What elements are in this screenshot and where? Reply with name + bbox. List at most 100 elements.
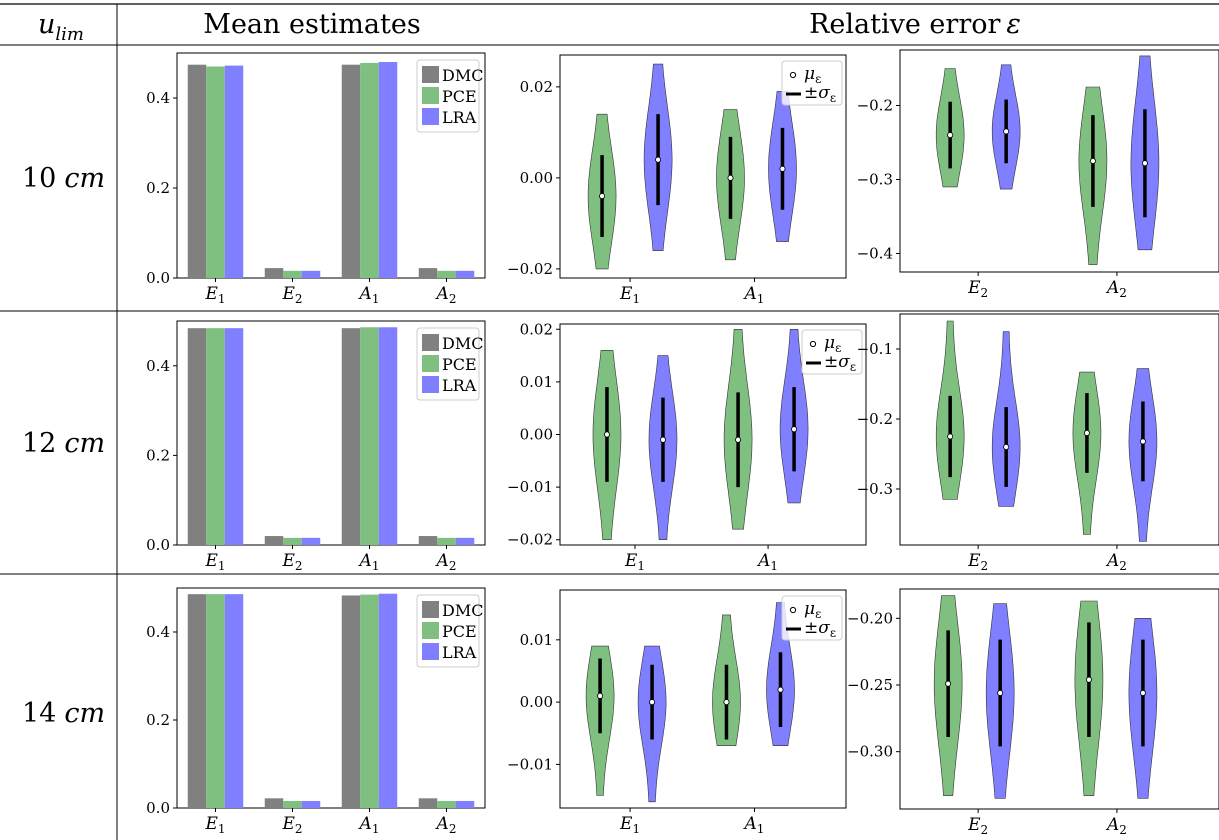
x-tick-label-E2: E2 xyxy=(967,815,988,837)
x-tick-label-E1: E1 xyxy=(624,551,645,573)
bar-PCE-E2 xyxy=(283,270,302,278)
bar-LRA-A2 xyxy=(455,537,475,545)
y-tick-label: 0.4 xyxy=(146,357,170,375)
legend-label-DMC: DMC xyxy=(442,66,483,85)
plot-frame xyxy=(176,320,486,546)
bar-LRA-E1 xyxy=(224,328,244,545)
bar-PCE-A1 xyxy=(360,594,379,808)
bar-DMC-E1 xyxy=(187,594,207,808)
mean-marker-LRA-A1 xyxy=(779,165,786,172)
violin-chart-panel-4: −0.02 −0.01 0.00 0.01 0.02 E1 A1 με±σε xyxy=(507,320,867,573)
mean-marker-LRA-A2 xyxy=(1139,690,1146,697)
legend-label-PCE: PCE xyxy=(442,622,477,641)
legend-mean-label: με xyxy=(804,599,821,621)
mean-marker-PCE-E2 xyxy=(945,680,952,687)
bar-LRA-E2 xyxy=(301,270,321,278)
plot-frame xyxy=(899,588,1219,810)
y-tick-label: −0.01 xyxy=(507,755,553,773)
mean-marker-PCE-A2 xyxy=(1085,676,1092,683)
legend-swatch-PCE xyxy=(422,87,439,104)
plot-frame xyxy=(899,313,1219,546)
legend-swatch-DMC xyxy=(422,334,439,351)
legend-swatch-DMC xyxy=(422,601,439,618)
violin-legend: με±σε xyxy=(781,60,843,106)
x-tick-label-A1: A1 xyxy=(756,551,778,573)
bar-PCE-E1 xyxy=(206,594,225,808)
x-tick-label-A1: A1 xyxy=(743,284,765,306)
x-tick-label-E1: E1 xyxy=(204,551,225,573)
y-tick-label: −0.02 xyxy=(507,531,553,549)
row-header-label: ulim xyxy=(38,9,84,45)
bar-chart-panel-6: 0.0 0.2 0.4 E1 E2 A1 A2 DMC PCE LRA xyxy=(146,587,486,836)
bar-DMC-E2 xyxy=(264,268,284,278)
x-tick-label-A2: A2 xyxy=(1105,278,1127,300)
mean-marker-PCE-E2 xyxy=(947,433,954,440)
y-tick-label: −0.25 xyxy=(847,676,893,694)
y-tick-label: 0.0 xyxy=(146,799,170,817)
bar-DMC-A1 xyxy=(341,64,361,278)
legend-mean-label: με xyxy=(804,64,821,86)
y-tick-label: 0.4 xyxy=(146,89,170,107)
bar-LRA-A2 xyxy=(455,800,475,808)
mean-marker-PCE-A1 xyxy=(727,174,734,181)
legend-label-PCE: PCE xyxy=(442,355,477,374)
bar-chart-panel-3: 0.0 0.2 0.4 E1 E2 A1 A2 DMC PCE LRA xyxy=(146,320,486,573)
mean-marker-PCE-E2 xyxy=(947,132,954,139)
legend-label-LRA: LRA xyxy=(442,108,477,127)
legend-label-LRA: LRA xyxy=(442,376,477,395)
x-tick-label-A1: A1 xyxy=(743,814,765,836)
bar-PCE-A1 xyxy=(360,327,379,545)
bar-DMC-A2 xyxy=(418,268,438,278)
row-label-12cm: 12 cm xyxy=(22,428,105,459)
x-tick-label-E1: E1 xyxy=(204,814,225,836)
mean-marker-PCE-E1 xyxy=(597,692,604,699)
y-tick-label: 0.2 xyxy=(146,179,170,197)
x-tick-label-E2: E2 xyxy=(967,551,988,573)
x-tick-label-A2: A2 xyxy=(1105,815,1127,837)
legend-swatch-LRA xyxy=(422,108,439,125)
mean-marker-LRA-A1 xyxy=(777,686,784,693)
mean-marker-PCE-E1 xyxy=(603,431,610,438)
x-tick-label-A2: A2 xyxy=(435,284,457,306)
y-tick-label: 0.01 xyxy=(520,631,553,649)
mean-marker-PCE-A2 xyxy=(1083,429,1090,436)
legend-label-DMC: DMC xyxy=(442,601,483,620)
plot-frame xyxy=(176,52,486,279)
legend-label-PCE: PCE xyxy=(442,87,477,106)
row-label-14cm: 14 cm xyxy=(22,698,105,729)
chart-panels: 0.0 0.2 0.4 E1 E2 A1 A2 DMC PCE LRA −0.02 0.00 0.02 E… xyxy=(146,49,1219,837)
bar-LRA-A1 xyxy=(378,327,398,545)
y-tick-label: 0.4 xyxy=(146,623,170,641)
bar-DMC-E1 xyxy=(187,328,207,545)
bar-DMC-A1 xyxy=(341,595,361,808)
mean-estimates-header: Mean estimates xyxy=(203,9,420,40)
y-tick-label: 0.00 xyxy=(520,426,553,444)
x-tick-label-A1: A1 xyxy=(358,814,380,836)
y-tick-label: −0.2 xyxy=(857,97,893,115)
bar-DMC-A1 xyxy=(341,328,361,545)
bar-PCE-E2 xyxy=(283,537,302,545)
bar-LRA-E1 xyxy=(224,594,244,808)
bar-DMC-E2 xyxy=(264,536,284,545)
bar-PCE-A2 xyxy=(437,270,456,278)
legend-mean-label: με xyxy=(824,333,841,355)
mean-marker-LRA-E2 xyxy=(1003,443,1010,450)
y-tick-label: −0.30 xyxy=(847,743,893,761)
x-tick-label-A2: A2 xyxy=(1105,551,1127,573)
plot-frame xyxy=(899,49,1219,273)
mean-marker-LRA-E1 xyxy=(655,156,662,163)
mean-marker-PCE-A2 xyxy=(1089,157,1096,164)
plot-frame xyxy=(176,587,486,809)
y-tick-label: 0.00 xyxy=(520,169,553,187)
violin-chart-panel-7: −0.01 0.00 0.01 E1 A1 με±σε xyxy=(507,589,847,836)
y-tick-label: −0.4 xyxy=(857,245,893,263)
mean-marker-LRA-E2 xyxy=(997,690,1004,697)
legend-swatch-PCE xyxy=(422,355,439,372)
bar-PCE-E1 xyxy=(206,328,225,545)
y-tick-label: 0.00 xyxy=(520,693,553,711)
bar-legend: DMC PCE LRA xyxy=(416,327,483,401)
bar-DMC-A2 xyxy=(418,536,438,545)
mean-marker-LRA-A1 xyxy=(791,426,798,433)
relative-error-header: Relative error ε xyxy=(809,9,1021,40)
legend-sigma-label: ±σε xyxy=(804,618,836,640)
